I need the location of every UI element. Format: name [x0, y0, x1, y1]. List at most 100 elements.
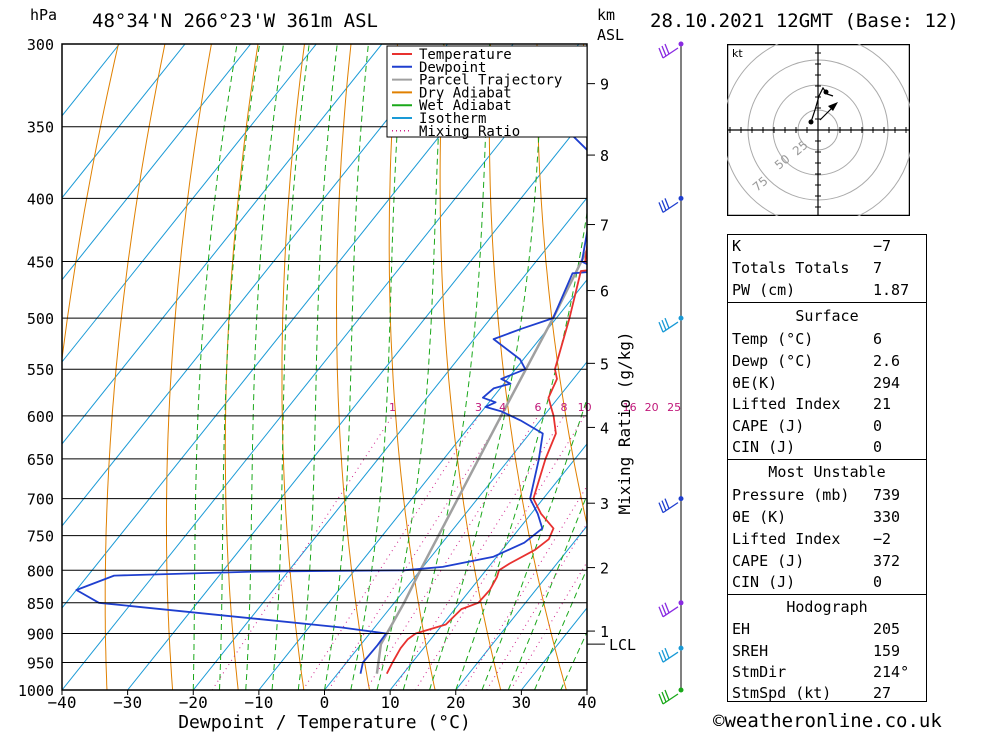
hodograph-point [823, 89, 829, 95]
eh-value: 205 [873, 620, 901, 638]
legend-entry: Parcel Trajectory [419, 73, 562, 89]
pressure-tick-label: 950 [27, 654, 54, 672]
copyright-text: ©weatheronline.co.uk [713, 710, 942, 732]
wind-barb [658, 198, 679, 213]
isotherm-line [455, 525, 587, 690]
wet-adiabat-line [455, 209, 587, 690]
mixing-ratio-label: 3 [475, 401, 482, 414]
sounding-datetime: 28.10.2021 12GMT (Base: 12) [650, 10, 959, 32]
mixing-ratio-label: 6 [534, 401, 541, 414]
wind-barb [658, 689, 679, 705]
wet-adiabat-line [219, 44, 261, 690]
lcl-label: LCL [609, 636, 636, 654]
wind-barb [658, 317, 679, 333]
mu-cape-value: 372 [873, 552, 901, 570]
km-tick-label: 8 [600, 147, 609, 165]
km-axis-label: km [597, 6, 616, 24]
mixing-ratio-line [365, 415, 539, 690]
wet-adiabat-line [192, 44, 238, 690]
x-tick-label: 30 [512, 693, 531, 712]
pw-value: 1.87 [873, 281, 910, 299]
isotherm-line [62, 44, 448, 527]
isotherm-line [62, 44, 186, 199]
wind-barb [658, 498, 679, 514]
wind-barb [658, 602, 679, 618]
surface-temp-label: Temp (°C) [732, 330, 814, 348]
hodograph-point [808, 119, 814, 125]
surface-temp-value: 6 [873, 330, 883, 348]
wet-adiabat-line [481, 397, 587, 690]
pressure-tick-label: 600 [27, 408, 54, 426]
surface-cape-label: CAPE (J) [732, 417, 805, 435]
mixing-ratio-label: 20 [645, 401, 659, 414]
pressure-tick-label: 650 [27, 451, 54, 469]
mixing-ratio-label: 8 [560, 401, 567, 414]
pressure-tick-label: 800 [27, 562, 54, 580]
hpa-axis-label: hPa [30, 6, 58, 24]
mu-pressure-label: Pressure (mb) [732, 486, 850, 504]
dry-adiabat-line [224, 44, 259, 690]
isotherm-line [389, 443, 587, 690]
wet-adiabat-line [402, 44, 491, 690]
pressure-tick-label: 500 [27, 310, 54, 328]
mu-cin-label: CIN (J) [732, 573, 796, 591]
wet-adiabat-line [350, 44, 404, 690]
hodograph-unit-label: kt [732, 47, 743, 60]
indices-table: K −7 Totals Totals 7 PW (cm) 1.87 Surface T… [727, 234, 927, 702]
wind-level-dot [678, 315, 684, 321]
isotherm-line [192, 197, 587, 690]
eh-label: EH [732, 620, 751, 638]
dry-adiabat-line [281, 44, 305, 690]
legend-entry: Mixing Ratio [419, 124, 520, 140]
totals-totals-value: 7 [873, 259, 883, 277]
mixing-ratio-line [302, 415, 479, 690]
surface-dewp-value: 2.6 [873, 352, 901, 370]
storm-motion-arrowhead [828, 102, 838, 111]
wind-level-dot [678, 496, 684, 502]
surface-lifted-index-value: 21 [873, 395, 892, 413]
stmspd-value: 27 [873, 684, 892, 702]
mixing-ratio-line [510, 561, 587, 690]
mixing-ratio-line [462, 485, 587, 690]
surface-cin-value: 0 [873, 438, 883, 456]
isotherm-line [62, 44, 120, 117]
surface-theta-e-value: 294 [873, 374, 901, 392]
surface-lifted-index-label: Lifted Index [732, 395, 841, 413]
isotherm-line [127, 114, 587, 690]
pressure-tick-label: 350 [27, 119, 54, 137]
km-tick-label: 3 [600, 495, 609, 513]
isotherm-line [62, 44, 252, 281]
x-tick-label: −20 [179, 693, 208, 712]
x-tick-label: 20 [446, 693, 465, 712]
surface-dewp-label: Dewp (°C) [732, 352, 814, 370]
sreh-label: SREH [732, 642, 769, 660]
hodograph-trace [810, 86, 834, 123]
surface-section-title: Surface [795, 307, 859, 325]
wet-adiabat-line [507, 493, 587, 690]
mixing-ratio-line [328, 415, 504, 690]
isotherm-line [62, 44, 317, 363]
x-tick-label: −30 [113, 693, 142, 712]
wind-barb [658, 647, 679, 663]
x-tick-label: 40 [577, 693, 596, 712]
dry-adiabat-line [104, 44, 166, 690]
wind-level-dot [678, 645, 684, 651]
dry-adiabat-line [956, 44, 1000, 690]
legend-entry: Wet Adiabat [419, 98, 512, 114]
dry-adiabat-line [62, 44, 119, 363]
x-tick-label: −40 [48, 693, 77, 712]
isotherm-line [324, 361, 587, 690]
mu-pressure-value: 739 [873, 486, 901, 504]
x-tick-label: −10 [244, 693, 273, 712]
isotherm-line [62, 44, 580, 690]
wind-level-dot [678, 600, 684, 606]
pressure-tick-label: 450 [27, 254, 54, 272]
mu-lifted-index-value: −2 [873, 530, 892, 548]
wet-adiabat-line [271, 44, 310, 690]
pressure-tick-label: 900 [27, 625, 54, 643]
pressure-tick-label: 1000 [18, 682, 54, 700]
mixing-ratio-axis-title: Mixing Ratio (g/kg) [615, 331, 634, 514]
wet-adiabat-line [534, 567, 587, 690]
x-axis-title: Dewpoint / Temperature (°C) [178, 712, 471, 733]
